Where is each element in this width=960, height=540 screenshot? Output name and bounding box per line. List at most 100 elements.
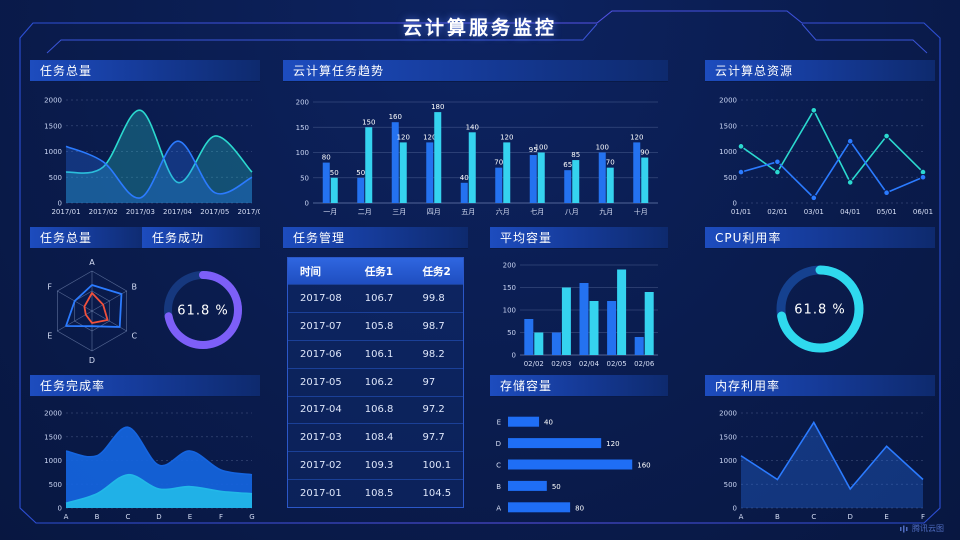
cloud-resources-line-chart: 0 500 1000 1500 2000 01/01 02/01 03/01 04/01 05/0… [719,97,933,217]
svg-text:B: B [775,513,780,521]
table-cell: 97.2 [422,404,445,416]
panel-storage: 存储容量 E 40 D 120 C 160 B 50 A 80 [490,375,668,520]
svg-text:D: D [848,513,853,521]
table-row: 2017-05 106.2 97 [288,367,463,396]
panel-cpu: CPU利用率 61.8 % [705,227,935,367]
svg-text:100: 100 [535,144,548,152]
svg-text:十月: 十月 [634,207,648,216]
avg-capacity-bar-chart: 0 50 100 150 200 02/02 02/03 02/04 02/05 02/06 [503,262,658,368]
svg-text:E: E [188,513,192,521]
table-row: 2017-04 106.8 97.2 [288,395,463,424]
svg-text:0: 0 [58,200,62,208]
svg-text:1500: 1500 [44,433,62,441]
svg-text:四月: 四月 [427,208,441,216]
svg-text:50: 50 [300,174,309,182]
svg-text:C: C [131,331,137,340]
svg-text:80: 80 [322,154,331,162]
svg-text:02/05: 02/05 [607,360,627,368]
svg-text:50: 50 [507,329,516,337]
panel-title-avg-capacity: 平均容量 [490,227,668,249]
table-cell: 2017-03 [300,432,342,444]
watermark: 腾讯云图 [899,523,944,534]
svg-text:2017/05: 2017/05 [200,208,229,216]
svg-text:150: 150 [503,284,516,292]
svg-text:2017/04: 2017/04 [163,208,193,216]
svg-text:160: 160 [389,113,402,121]
svg-text:二月: 二月 [358,208,372,216]
table-row: 2017-01 108.5 104.5 [288,479,463,507]
panel-tasks-total: 任务总量 0 500 1000 1500 2000 2017/01 2017/02 2017/… [30,60,260,216]
svg-text:95: 95 [529,146,538,154]
tasks-radar-chart: A B C D E F [47,258,137,365]
table-cell: 97.7 [422,432,445,444]
svg-text:0: 0 [305,200,309,208]
svg-text:120: 120 [397,133,410,141]
table-cell: 106.7 [364,292,394,304]
svg-text:65: 65 [563,161,572,169]
panel-title-memory: 内存利用率 [705,375,935,397]
svg-text:0: 0 [58,505,62,513]
svg-text:140: 140 [466,123,479,131]
svg-text:F: F [47,283,52,292]
svg-text:500: 500 [49,481,62,489]
svg-text:85: 85 [571,151,580,159]
svg-text:50: 50 [330,169,339,177]
svg-text:C: C [811,513,816,521]
watermark-text: 腾讯云图 [912,524,944,533]
svg-text:D: D [89,356,95,365]
svg-text:100: 100 [296,149,309,157]
svg-text:61.8 %: 61.8 % [177,304,228,319]
svg-text:F: F [921,513,925,521]
svg-text:B: B [95,513,100,521]
panel-title-storage: 存储容量 [490,375,668,397]
page-title: 云计算服务监控 [402,17,557,39]
svg-text:A: A [64,513,69,521]
svg-text:120: 120 [423,133,436,141]
table-cell: 108.4 [364,432,394,444]
svg-text:0: 0 [733,200,737,208]
panel-task-trend: 云计算任务趋势 0 50 100 150 200 一月 二月 三月 四月 五月 六月 七月 八月 九月 十月… [283,60,668,216]
svg-text:八月: 八月 [565,208,579,216]
completion-area-chart: 0 500 1000 1500 2000 A B C D E F G [44,410,255,522]
svg-text:2017/06: 2017/06 [237,208,260,216]
svg-text:E: E [884,513,888,521]
svg-text:2000: 2000 [44,410,62,418]
svg-text:80: 80 [575,504,584,512]
tasks-total-area-chart: 0 500 1000 1500 2000 2017/01 2017/02 2017/03 201… [44,97,260,217]
svg-text:A: A [496,504,501,512]
svg-text:B: B [496,483,501,491]
table-row: 2017-02 109.3 100.1 [288,451,463,479]
svg-text:0: 0 [512,352,516,360]
svg-text:500: 500 [49,174,62,182]
svg-text:五月: 五月 [461,208,475,216]
svg-text:02/06: 02/06 [634,360,655,368]
svg-text:500: 500 [724,481,737,489]
svg-text:A: A [739,513,744,521]
table-cell: 100.1 [422,460,452,472]
table-row: 2017-07 105.8 98.7 [288,311,463,340]
svg-text:1500: 1500 [719,122,737,130]
svg-text:61.8 %: 61.8 % [794,303,845,318]
svg-text:F: F [219,513,223,521]
panel-title-cloud-resources: 云计算总资源 [705,60,935,82]
svg-text:C: C [496,462,501,470]
storage-hbar-chart: E 40 D 120 C 160 B 50 A 80 [496,416,651,513]
svg-text:01/01: 01/01 [731,208,751,216]
cpu-donut-chart: 61.8 % [776,265,864,353]
panel-title-task-trend: 云计算任务趋势 [283,60,668,82]
table-cell: 105.8 [364,320,394,332]
svg-text:1000: 1000 [44,457,62,465]
svg-text:2017/03: 2017/03 [126,208,155,216]
svg-text:04/01: 04/01 [840,208,860,216]
svg-text:160: 160 [637,462,650,470]
svg-text:02/01: 02/01 [767,208,787,216]
panel-completion: 任务完成率 0 500 1000 1500 2000 A B C D E F G [30,375,260,521]
svg-text:1500: 1500 [719,433,737,441]
svg-text:一月: 一月 [323,208,337,216]
svg-text:九月: 九月 [599,207,613,216]
svg-text:02/04: 02/04 [579,360,600,368]
table-cell: 2017-05 [300,376,342,388]
svg-text:500: 500 [724,174,737,182]
svg-text:2017/01: 2017/01 [51,208,80,216]
svg-text:2000: 2000 [44,97,62,105]
